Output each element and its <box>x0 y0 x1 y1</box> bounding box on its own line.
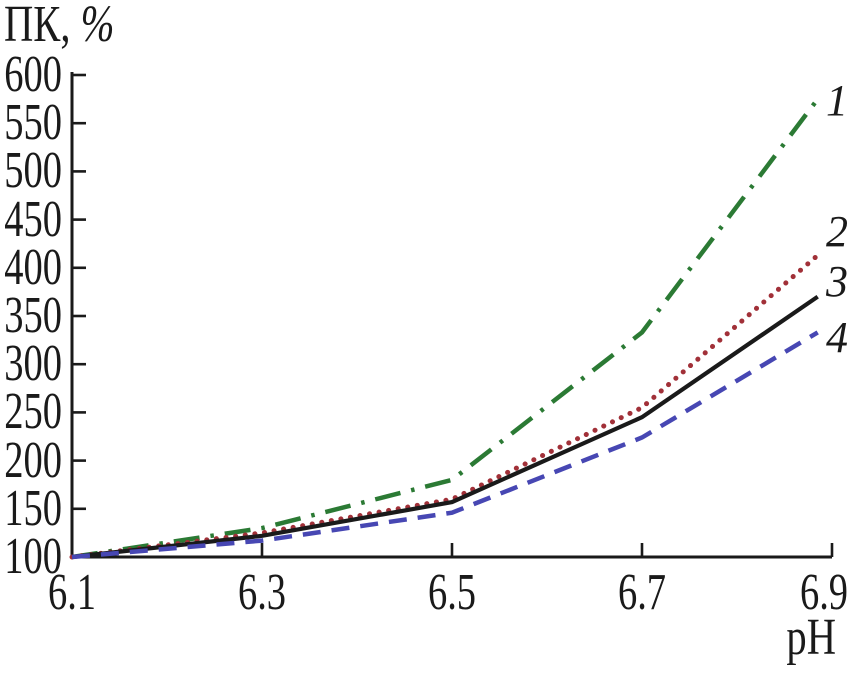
y-tick-label: 150 <box>4 479 62 537</box>
curve-label-3: 3 <box>826 256 848 306</box>
x-tick-label: 6.1 <box>47 564 97 621</box>
curve-3 <box>71 294 819 560</box>
y-tick-label: 100 <box>4 528 62 585</box>
y-axis-title-text: ПК, <box>4 0 71 53</box>
curve-1 <box>71 97 820 560</box>
curve-label-2: 2 <box>826 207 848 257</box>
curve-2 <box>69 252 821 560</box>
y-tick-label: 300 <box>4 335 62 393</box>
axis-lines <box>70 72 832 559</box>
y-tick-label: 350 <box>4 287 62 344</box>
y-tick-label: 250 <box>4 383 62 441</box>
y-axis-title-unit: % <box>80 0 115 53</box>
x-tick-label: 6.5 <box>427 564 477 621</box>
y-axis-title: ПК, % <box>4 0 114 51</box>
y-tick-label: 200 <box>4 431 62 489</box>
x-axis-label: pH <box>786 609 836 666</box>
y-tick-label: 500 <box>4 142 62 200</box>
x-tick-label: 6.3 <box>237 564 287 621</box>
x-tick-label: 6.9 <box>799 564 849 621</box>
y-tick-label: 400 <box>4 238 62 296</box>
x-tick-label: 6.7 <box>617 564 667 621</box>
curve-label-1: 1 <box>826 76 848 126</box>
curve-label-4: 4 <box>826 313 848 363</box>
y-tick-label: 450 <box>4 190 62 248</box>
y-tick-label: 550 <box>4 94 62 152</box>
y-tick-label: 600 <box>4 46 62 103</box>
curve-4 <box>71 330 819 560</box>
